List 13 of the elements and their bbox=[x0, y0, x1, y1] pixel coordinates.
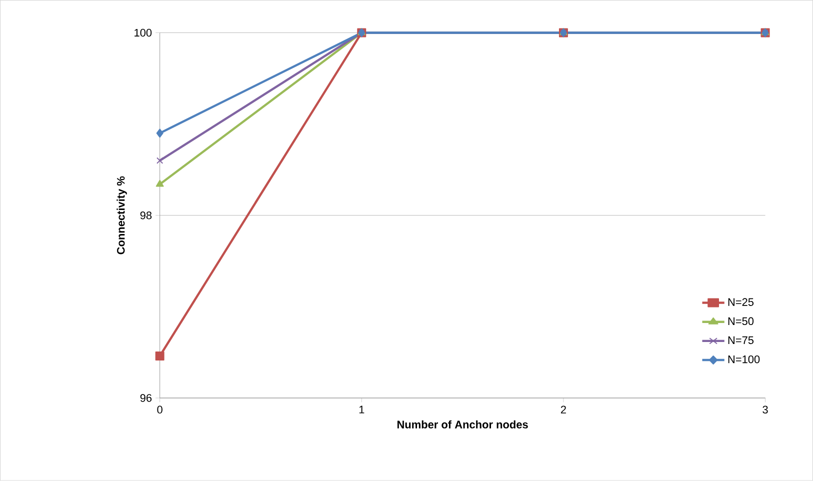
x-axis-title: Number of Anchor nodes bbox=[397, 420, 528, 429]
y-tick-label: 96 bbox=[140, 394, 152, 402]
legend-label: N=50 bbox=[728, 317, 754, 326]
x-tick-label: 3 bbox=[762, 406, 768, 414]
y-tick-label: 100 bbox=[134, 28, 152, 37]
x-tick-label: 1 bbox=[359, 406, 364, 414]
y-tick-label: 98 bbox=[140, 212, 152, 220]
legend-label: N=75 bbox=[728, 336, 754, 344]
x-tick-label: 2 bbox=[560, 406, 566, 414]
legend-label: N=25 bbox=[728, 298, 754, 306]
legend-label: N=100 bbox=[728, 356, 760, 364]
y-axis-title: Connectivity % bbox=[116, 176, 127, 254]
x-tick-label: 0 bbox=[157, 406, 162, 414]
